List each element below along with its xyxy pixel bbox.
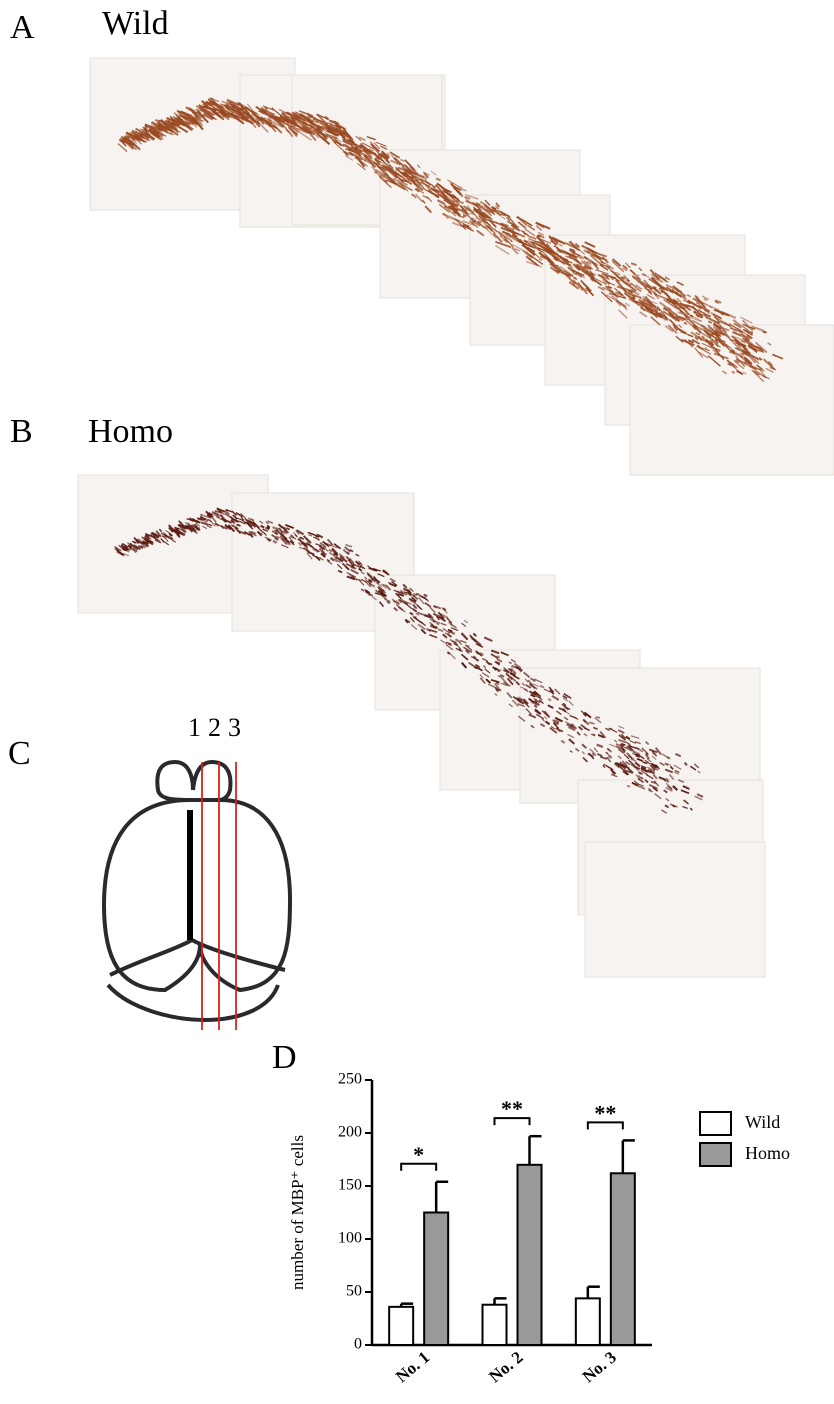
bar bbox=[518, 1165, 542, 1345]
bar bbox=[389, 1307, 413, 1345]
panel-title: Wild bbox=[102, 5, 169, 42]
stain bbox=[447, 652, 450, 654]
y-tick-label: 250 bbox=[338, 1071, 362, 1088]
bar bbox=[424, 1213, 448, 1346]
panel-label: D bbox=[272, 1039, 297, 1076]
bar bbox=[483, 1305, 507, 1345]
stain bbox=[592, 734, 595, 735]
significance: * bbox=[413, 1142, 424, 1167]
panel-label: A bbox=[10, 9, 35, 46]
stain bbox=[609, 293, 612, 294]
y-axis-label: number of MBP⁺ cells bbox=[288, 1135, 307, 1290]
stain bbox=[732, 371, 735, 373]
legend-label: Wild bbox=[745, 1112, 780, 1132]
legend-swatch bbox=[700, 1112, 731, 1135]
panel-title: Homo bbox=[88, 413, 173, 450]
stain bbox=[548, 699, 551, 701]
stain bbox=[539, 259, 542, 260]
stain bbox=[200, 514, 203, 515]
stain bbox=[463, 215, 466, 216]
stain bbox=[412, 176, 415, 178]
stain bbox=[627, 786, 630, 787]
legend-swatch bbox=[700, 1143, 731, 1166]
stain bbox=[496, 681, 500, 682]
line-label: 1 bbox=[188, 713, 201, 742]
x-tick-label: No. 1 bbox=[392, 1348, 433, 1387]
stain bbox=[608, 756, 612, 757]
stain bbox=[763, 331, 767, 332]
y-tick-label: 50 bbox=[346, 1283, 362, 1300]
x-tick-label: No. 3 bbox=[579, 1348, 620, 1387]
line-label: 2 bbox=[208, 713, 221, 742]
y-tick-label: 200 bbox=[338, 1124, 362, 1141]
brain-schematic bbox=[104, 762, 290, 1030]
panel-label: B bbox=[10, 413, 33, 450]
tile bbox=[585, 842, 765, 977]
stain bbox=[416, 594, 419, 595]
line-label: 3 bbox=[228, 713, 241, 742]
legend-label: Homo bbox=[745, 1143, 790, 1163]
bar bbox=[611, 1173, 635, 1345]
figure: A Wild B Homo C 1 2 3 D 0 50 100 150 200 250 n… bbox=[0, 0, 834, 1404]
stain bbox=[638, 772, 642, 774]
stain bbox=[684, 323, 687, 324]
bar bbox=[576, 1298, 600, 1345]
tile bbox=[630, 325, 834, 475]
significance: ** bbox=[501, 1096, 523, 1121]
stain bbox=[596, 717, 600, 718]
y-tick-label: 150 bbox=[338, 1177, 362, 1194]
x-tick-label: No. 2 bbox=[485, 1348, 526, 1387]
stain bbox=[415, 189, 418, 190]
bar-chart: 0 50 100 150 200 250 number of MBP⁺ cells No. 1… bbox=[288, 1071, 790, 1387]
stain bbox=[535, 700, 538, 702]
stain bbox=[474, 667, 478, 669]
significance: ** bbox=[594, 1100, 616, 1125]
y-tick-label: 0 bbox=[354, 1336, 362, 1353]
panel-label: C bbox=[8, 735, 31, 772]
stain bbox=[346, 552, 349, 554]
y-tick-label: 100 bbox=[338, 1230, 362, 1247]
micrograph bbox=[90, 58, 834, 475]
stain bbox=[204, 516, 207, 517]
micrograph bbox=[78, 475, 765, 977]
